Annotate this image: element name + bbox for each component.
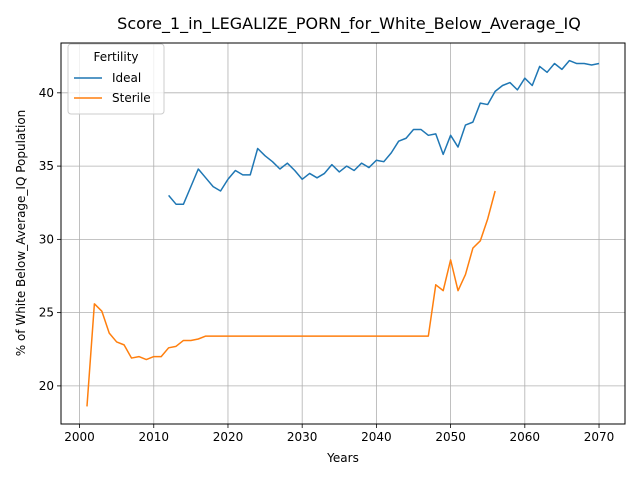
- y-tick-label: 20: [39, 379, 54, 393]
- x-tick-label: 2000: [64, 430, 95, 444]
- legend-title: Fertility: [93, 50, 138, 64]
- grid: [61, 43, 625, 424]
- x-tick-label: 2060: [510, 430, 541, 444]
- legend-box: [67, 43, 165, 115]
- axis-ticks: 2000 2010 2020 2030 2040 2050 2060 2070 20 25 30 35…: [39, 86, 615, 444]
- x-tick-label: 2020: [213, 430, 244, 444]
- x-tick-label: 2070: [584, 430, 615, 444]
- y-tick-label: 30: [39, 232, 54, 246]
- x-tick-label: 2050: [435, 430, 466, 444]
- series-line-sterile: [86, 190, 496, 407]
- y-tick-label: 25: [39, 306, 54, 320]
- legend-label-sterile: Sterile: [112, 91, 151, 105]
- y-axis-label: % of White Below_Average_IQ Population: [14, 110, 28, 357]
- chart-title: Score_1_in_LEGALIZE_PORN_for_White_Below…: [117, 14, 581, 34]
- x-tick-label: 2010: [138, 430, 169, 444]
- plot-area-frame: [60, 42, 626, 425]
- legend-label-ideal: Ideal: [112, 71, 141, 85]
- x-tick-label: 2030: [287, 430, 318, 444]
- series-lines: [86, 59, 600, 407]
- y-tick-label: 35: [39, 159, 54, 173]
- x-axis-label: Years: [326, 451, 359, 465]
- y-tick-label: 40: [39, 86, 54, 100]
- x-tick-label: 2040: [361, 430, 392, 444]
- legend: Fertility Ideal Sterile: [67, 43, 165, 115]
- series-line-ideal: [168, 59, 600, 205]
